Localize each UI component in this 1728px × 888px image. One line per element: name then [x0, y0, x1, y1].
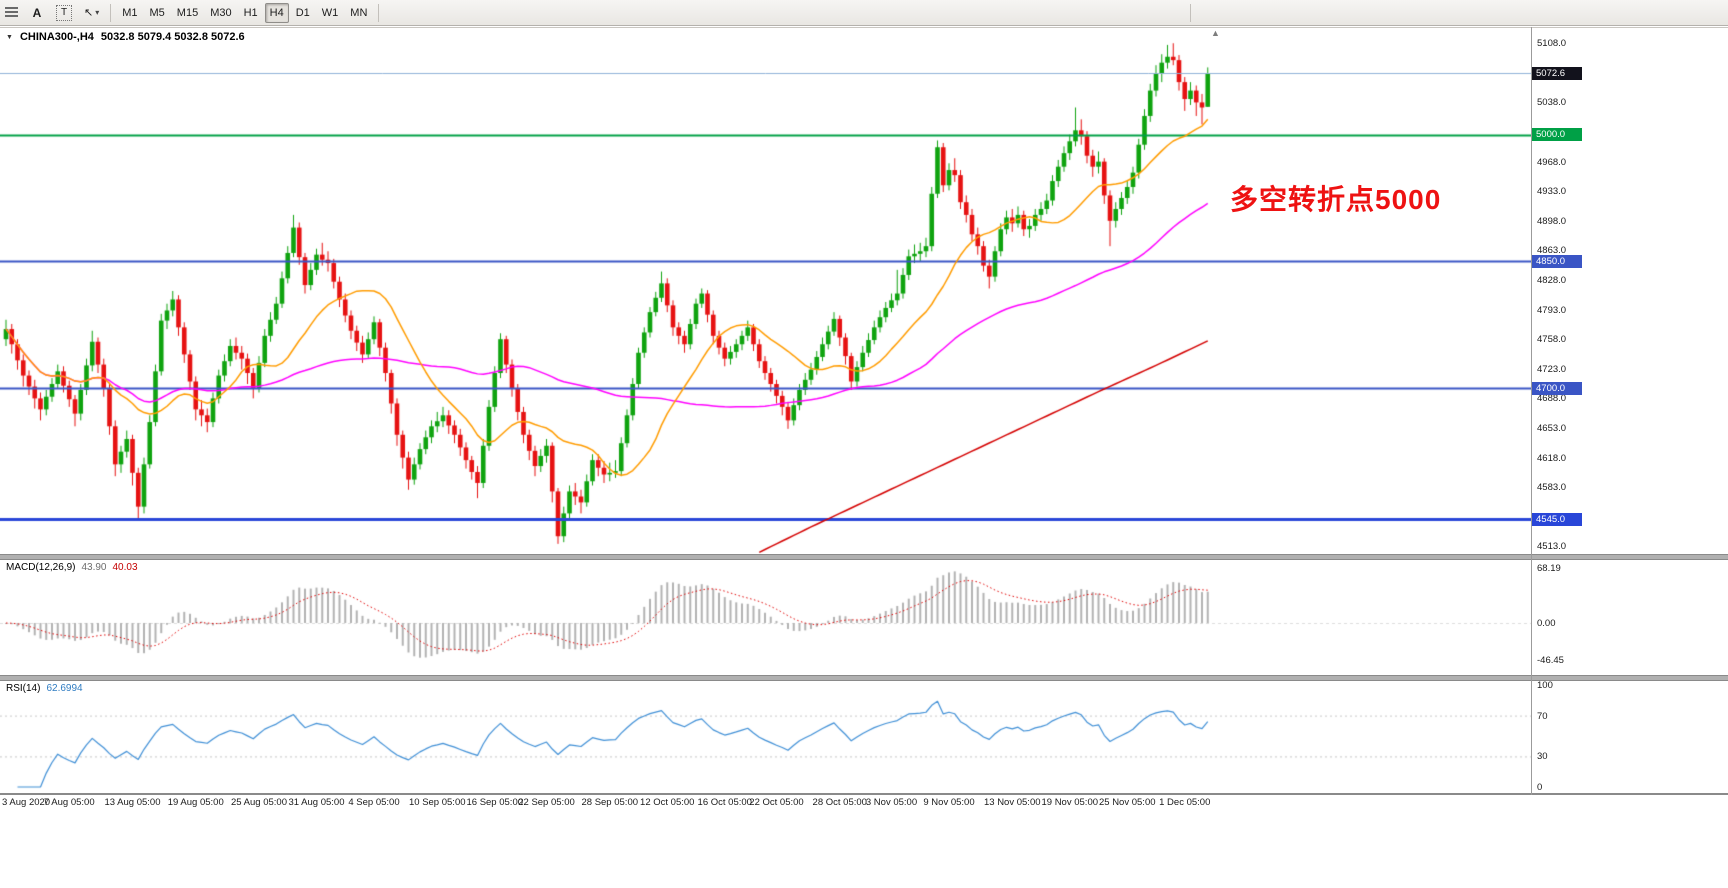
- panel-separator[interactable]: [0, 554, 1728, 560]
- macd-main-value: 43.90: [81, 562, 107, 573]
- time-axis-label: 1 Dec 05:00: [1159, 797, 1211, 808]
- timeframe-button-m1[interactable]: M1: [117, 3, 142, 23]
- text-tool-button[interactable]: A: [25, 3, 49, 23]
- macd-name: MACD(12,26,9): [6, 562, 76, 573]
- timeframe-button-d1[interactable]: D1: [291, 3, 315, 23]
- rsi-name: RSI(14): [6, 683, 41, 694]
- toolbar-separator: [110, 3, 112, 22]
- time-axis-label: 4 Sep 05:00: [348, 797, 400, 808]
- time-axis-label: 9 Nov 05:00: [923, 797, 975, 808]
- time-axis-label: 22 Sep 05:00: [518, 797, 575, 808]
- price-axis-label: 4758.0: [1537, 334, 1567, 346]
- rsi-canvas[interactable]: [0, 681, 1531, 793]
- price-line-badge: 4700.0: [1532, 381, 1582, 395]
- timeframe-toolbar: M1 M5 M15 M30 H1 H4 D1 W1 MN: [116, 2, 373, 23]
- macd-indicator-label: MACD(12,26,9) 43.90 40.03: [6, 562, 138, 573]
- price-axis-label: 4583.0: [1537, 482, 1567, 494]
- time-axis-label: 13 Nov 05:00: [983, 797, 1041, 808]
- macd-canvas[interactable]: [0, 560, 1531, 675]
- cursor-icon: ↖: [84, 7, 94, 19]
- cursor-tool-button[interactable]: ↖ ▾: [79, 3, 104, 23]
- label-tool-button[interactable]: T: [51, 3, 77, 23]
- price-axis-label: 4933.0: [1537, 186, 1567, 198]
- price-line-badge: 5000.0: [1532, 128, 1582, 142]
- toolbar-handle-icon: [5, 7, 18, 18]
- time-axis-label: 25 Aug 05:00: [231, 797, 287, 808]
- timeframe-button-h4[interactable]: H4: [264, 2, 289, 23]
- timeframe-button-h1[interactable]: H1: [239, 3, 263, 23]
- time-axis-label: 28 Sep 05:00: [581, 797, 639, 808]
- ohlc-values: 5032.8 5079.4 5032.8 5072.6: [100, 31, 245, 43]
- time-axis-label: 7 Aug 05:00: [43, 797, 95, 808]
- rsi-axis-label: 100: [1537, 680, 1553, 691]
- timeframe-button-m30[interactable]: M30: [205, 3, 236, 23]
- macd-axis-label: -46.45: [1537, 655, 1564, 667]
- price-line-badge: 4850.0: [1532, 254, 1582, 268]
- expand-triangle-icon[interactable]: ▼: [6, 33, 13, 41]
- timeframe-button-m15[interactable]: M15: [172, 3, 203, 23]
- price-axis-border: [1531, 27, 1532, 795]
- price-axis-label: 5108.0: [1537, 38, 1567, 50]
- toolbar-separator: [1190, 4, 1191, 22]
- panel-separator[interactable]: [0, 675, 1728, 681]
- time-axis-label: 13 Aug 05:00: [104, 797, 161, 808]
- dropdown-arrow-icon: ▾: [95, 8, 100, 17]
- rsi-axis-label: 0: [1537, 782, 1543, 793]
- price-axis-label: 4828.0: [1537, 275, 1567, 286]
- window-border: [0, 27, 1728, 28]
- timeframe-button-m5[interactable]: M5: [145, 3, 170, 23]
- time-axis-label: 12 Oct 05:00: [640, 797, 695, 808]
- macd-signal-value: 40.03: [112, 562, 138, 573]
- price-axis[interactable]: 5108.0 5038.0 4968.0 4933.0 4898.0 4863.0 4828…: [1531, 0, 1601, 795]
- top-toolbar: A T ↖ ▾ M1 M5 M15 M30 H1 H4 D1 W1 MN: [0, 0, 1728, 26]
- price-axis-label: 4723.0: [1537, 363, 1567, 375]
- price-axis-label: 4863.0: [1537, 245, 1567, 257]
- price-axis-label: 4653.0: [1537, 422, 1567, 434]
- price-axis-label: 4968.0: [1537, 156, 1567, 168]
- rsi-value: 62.6994: [46, 683, 83, 694]
- time-axis-label: 31 Aug 05:00: [288, 797, 345, 808]
- price-axis-label: 5038.0: [1537, 97, 1567, 109]
- price-axis-label: 4688.0: [1537, 393, 1567, 405]
- price-axis-label: 4898.0: [1537, 215, 1567, 227]
- time-axis-label: 10 Sep 05:00: [408, 797, 466, 808]
- time-axis-label: 22 Oct 05:00: [749, 797, 804, 808]
- rsi-axis-label: 30: [1537, 751, 1548, 763]
- macd-axis-label: 0.00: [1537, 618, 1556, 629]
- current-price-badge: 5072.6: [1532, 66, 1582, 80]
- price-axis-label: 4618.0: [1537, 452, 1567, 464]
- time-axis-label: 16 Sep 05:00: [466, 797, 524, 808]
- panel-separator: [0, 793, 1728, 795]
- label-tool-glyph: T: [56, 4, 72, 21]
- time-axis-label: 3 Aug 2020: [2, 797, 51, 808]
- time-axis-label: 16 Oct 05:00: [697, 797, 752, 808]
- macd-axis-label: 68.19: [1537, 562, 1561, 574]
- rsi-indicator-label: RSI(14) 62.6994: [6, 683, 83, 694]
- chart-annotation-text[interactable]: 多空转折点5000: [1230, 184, 1442, 215]
- time-axis-label: 28 Oct 05:00: [812, 797, 867, 808]
- price-axis-label: 4513.0: [1537, 541, 1567, 553]
- chart-title: ▼ CHINA300-,H4 5032.8 5079.4 5032.8 5072…: [6, 31, 245, 43]
- time-axis-label: 19 Aug 05:00: [167, 797, 224, 808]
- time-axis-label: 25 Nov 05:00: [1098, 797, 1156, 808]
- timeframe-button-mn[interactable]: MN: [345, 3, 372, 23]
- timeframe-button-w1[interactable]: W1: [317, 3, 344, 23]
- toolbar-separator: [378, 3, 380, 22]
- chart-shift-marker[interactable]: ▲: [1211, 28, 1220, 38]
- price-line-badge: 4545.0: [1532, 512, 1582, 526]
- time-axis[interactable]: 3 Aug 2020 7 Aug 05:00 13 Aug 05:00 19 Aug …: [0, 794, 1531, 812]
- price-axis-label: 4793.0: [1537, 304, 1567, 316]
- rsi-axis-label: 70: [1537, 710, 1548, 722]
- time-axis-label: 3 Nov 05:00: [865, 797, 918, 808]
- time-axis-label: 19 Nov 05:00: [1041, 797, 1099, 808]
- symbol-name: CHINA300-,H4: [19, 31, 94, 43]
- price-chart-canvas[interactable]: [0, 28, 1531, 554]
